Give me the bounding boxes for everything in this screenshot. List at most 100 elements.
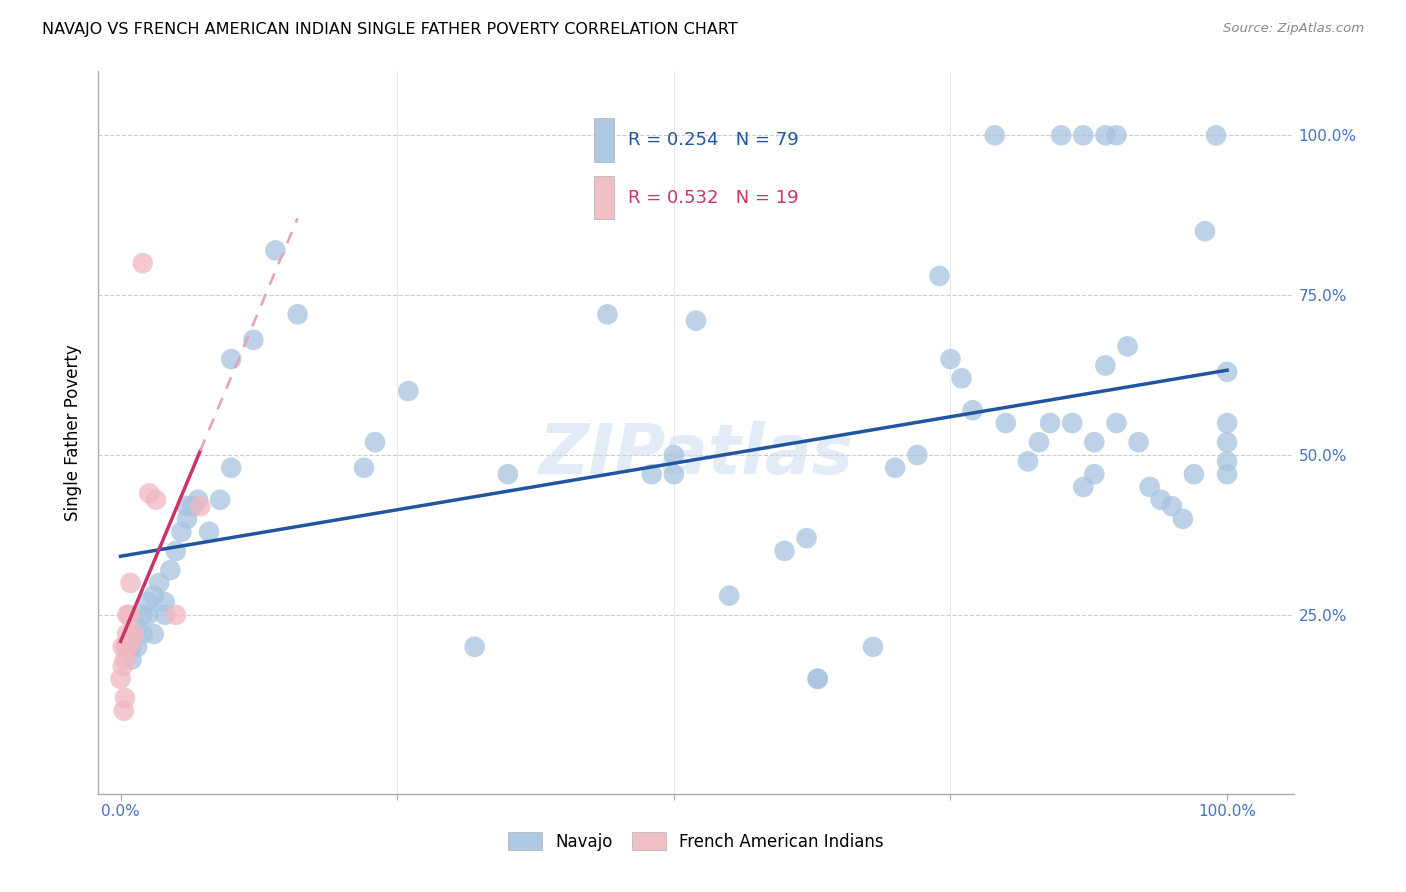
Navajo	[176, 512, 198, 526]
Navajo	[131, 627, 153, 641]
French American Indians	[115, 607, 138, 622]
Navajo	[131, 607, 153, 622]
Navajo	[170, 524, 193, 539]
Navajo	[884, 460, 907, 475]
French American Indians	[120, 575, 142, 590]
Navajo	[1105, 128, 1128, 143]
Navajo	[153, 595, 176, 609]
Navajo	[641, 467, 664, 482]
Bar	[595, 176, 613, 219]
Navajo	[1171, 512, 1194, 526]
Navajo	[148, 575, 170, 590]
French American Indians	[138, 486, 160, 500]
Navajo	[209, 492, 232, 507]
Navajo	[1071, 480, 1094, 494]
Navajo	[219, 460, 242, 475]
Navajo	[718, 589, 741, 603]
French American Indians	[117, 640, 139, 654]
Navajo	[1094, 128, 1116, 143]
Navajo	[1216, 454, 1239, 468]
Navajo	[1139, 480, 1161, 494]
French American Indians	[110, 672, 132, 686]
Navajo	[496, 467, 519, 482]
Text: Source: ZipAtlas.com: Source: ZipAtlas.com	[1223, 22, 1364, 36]
Navajo	[905, 448, 928, 462]
Navajo	[1182, 467, 1205, 482]
Navajo	[773, 544, 796, 558]
Navajo	[662, 467, 685, 482]
Navajo	[1216, 365, 1239, 379]
French American Indians	[115, 640, 138, 654]
Navajo	[1216, 416, 1239, 430]
Navajo	[115, 640, 138, 654]
Navajo	[136, 595, 159, 609]
Text: ZIPatlas: ZIPatlas	[538, 421, 853, 488]
Navajo	[1094, 359, 1116, 373]
Navajo	[176, 499, 198, 513]
Navajo	[1205, 128, 1227, 143]
Navajo	[685, 314, 707, 328]
Navajo	[142, 589, 165, 603]
French American Indians	[118, 607, 141, 622]
Text: R = 0.532   N = 19: R = 0.532 N = 19	[628, 189, 799, 207]
Navajo	[142, 627, 165, 641]
Navajo	[159, 563, 181, 577]
French American Indians	[111, 659, 134, 673]
Navajo	[198, 524, 221, 539]
Navajo	[796, 531, 818, 545]
French American Indians	[145, 492, 167, 507]
Navajo	[1194, 224, 1216, 238]
Navajo	[121, 640, 143, 654]
Navajo	[662, 448, 685, 462]
Navajo	[127, 621, 149, 635]
French American Indians	[111, 640, 134, 654]
Navajo	[364, 435, 387, 450]
Navajo	[807, 672, 830, 686]
Navajo	[862, 640, 884, 654]
French American Indians	[115, 627, 138, 641]
Navajo	[1160, 499, 1182, 513]
Navajo	[1150, 492, 1173, 507]
Navajo	[1028, 435, 1050, 450]
Navajo	[807, 672, 830, 686]
Navajo	[127, 640, 149, 654]
French American Indians	[114, 652, 136, 666]
Text: R = 0.254   N = 79: R = 0.254 N = 79	[628, 131, 799, 149]
French American Indians	[165, 607, 187, 622]
Navajo	[136, 607, 159, 622]
Navajo	[962, 403, 984, 417]
Navajo	[1216, 467, 1239, 482]
Navajo	[264, 244, 287, 258]
Navajo	[181, 499, 204, 513]
Navajo	[1216, 435, 1239, 450]
Navajo	[153, 607, 176, 622]
Navajo	[396, 384, 419, 398]
Navajo	[1083, 467, 1105, 482]
Navajo	[596, 307, 619, 321]
French American Indians	[122, 627, 145, 641]
Navajo	[1017, 454, 1039, 468]
Navajo	[242, 333, 264, 347]
Navajo	[928, 268, 950, 283]
Navajo	[287, 307, 309, 321]
French American Indians	[114, 690, 136, 705]
Navajo	[994, 416, 1017, 430]
French American Indians	[131, 256, 153, 270]
French American Indians	[188, 499, 211, 513]
French American Indians	[121, 633, 143, 648]
Y-axis label: Single Father Poverty: Single Father Poverty	[65, 344, 83, 521]
Text: NAVAJO VS FRENCH AMERICAN INDIAN SINGLE FATHER POVERTY CORRELATION CHART: NAVAJO VS FRENCH AMERICAN INDIAN SINGLE …	[42, 22, 738, 37]
Navajo	[1050, 128, 1073, 143]
Navajo	[1116, 339, 1139, 353]
Navajo	[1083, 435, 1105, 450]
Navajo	[1071, 128, 1094, 143]
Bar	[595, 119, 613, 161]
French American Indians	[112, 704, 135, 718]
Navajo	[1128, 435, 1150, 450]
Navajo	[187, 492, 209, 507]
Navajo	[939, 352, 962, 367]
Navajo	[219, 352, 242, 367]
Navajo	[984, 128, 1007, 143]
Navajo	[1062, 416, 1084, 430]
Navajo	[1105, 416, 1128, 430]
